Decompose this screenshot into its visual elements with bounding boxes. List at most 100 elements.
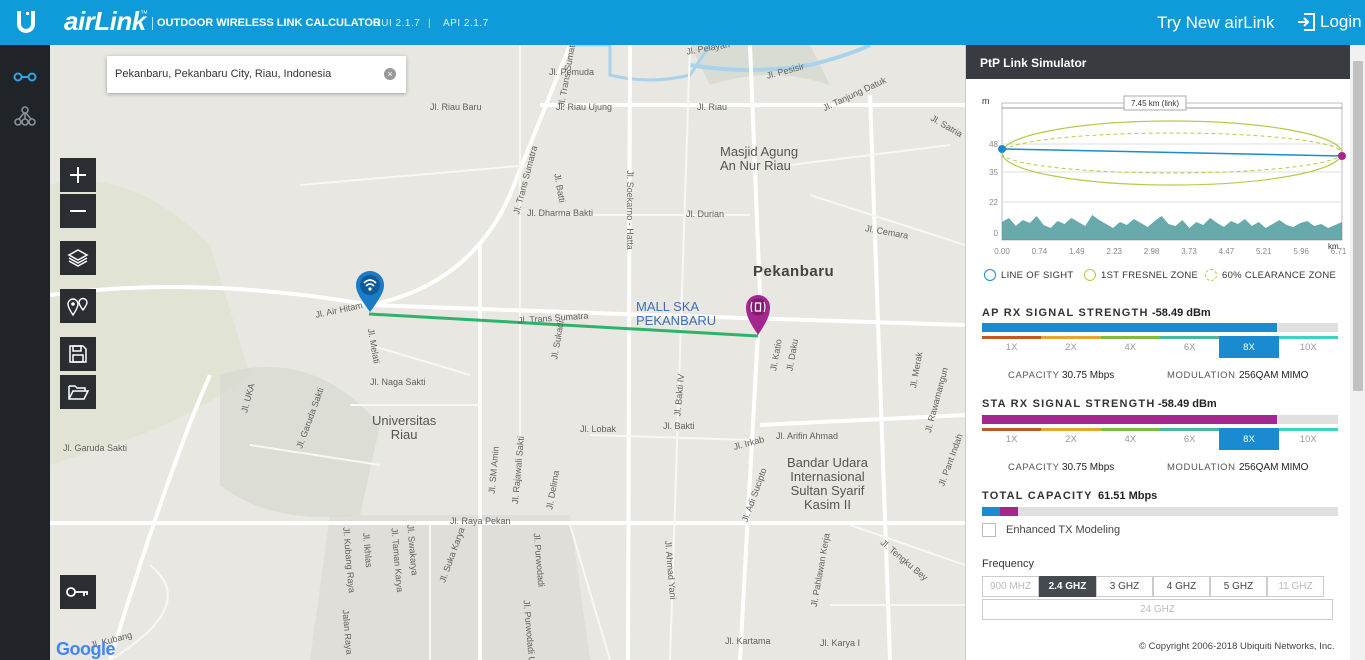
panel-scrollbar[interactable] — [1350, 45, 1365, 660]
total-ap-fill — [982, 507, 1000, 516]
mall-label: MALL SKA PEKANBARU — [636, 300, 716, 328]
rate-1x: 1X — [982, 336, 1042, 358]
enhanced-tx-label[interactable]: Enhanced TX Modeling — [1006, 524, 1121, 536]
zoom-in-button[interactable] — [60, 158, 96, 192]
sta-signal-bar — [982, 415, 1338, 424]
rate-6x: 6X — [1160, 336, 1220, 358]
rate-color-line — [1100, 336, 1160, 339]
sta-endpoint — [1338, 152, 1346, 160]
airport-label-text: Bandar Udara Internasional Sultan Syarif… — [787, 455, 868, 512]
frequency-option[interactable]: 24 GHZ — [982, 599, 1333, 620]
ap-marker-icon[interactable] — [355, 271, 385, 313]
login-button[interactable]: Login — [1296, 12, 1362, 32]
try-new-airlink-link[interactable]: Try New airLink — [1157, 13, 1275, 32]
layers-button[interactable] — [60, 241, 96, 275]
street-label: Jl. Riau Baru — [430, 102, 482, 112]
ap-signal-label: AP RX SIGNAL STRENGTH — [982, 307, 1149, 319]
ptmp-network-icon[interactable] — [13, 104, 37, 128]
rate-10x: 10X — [1278, 428, 1338, 450]
rate-color-line — [1219, 336, 1279, 339]
zoom-out-button[interactable] — [60, 194, 96, 228]
google-logo-text: Google — [56, 639, 116, 659]
clear-search-icon[interactable]: × — [384, 68, 396, 80]
rate-label: 4X — [1124, 434, 1137, 445]
google-logo: Google — [56, 639, 116, 660]
rate-color-line — [1278, 336, 1338, 339]
ap-signal-value: -58.49 dBm — [1152, 307, 1211, 319]
total-capacity-value: 61.51 Mbps — [1098, 490, 1158, 502]
scrollbar-thumb[interactable] — [1353, 61, 1363, 391]
layers-icon — [67, 249, 89, 267]
rate-label: 6X — [1183, 342, 1196, 353]
clearance-zone-icon — [1205, 269, 1217, 281]
rate-color-line — [1219, 428, 1279, 431]
open-button[interactable] — [60, 375, 96, 409]
street-label: Jl. Pemuda — [549, 67, 595, 77]
rate-label: 2X — [1065, 434, 1077, 445]
frequency-option[interactable]: 11 GHZ — [1267, 576, 1324, 597]
street-label: Jl. Dharma Bakti — [527, 208, 594, 218]
x-tick-label: 4.47 — [1219, 247, 1235, 256]
frequency-title: Frequency — [982, 558, 1034, 570]
rate-label: 8X — [1243, 342, 1255, 353]
rate-color-line — [1100, 428, 1160, 431]
open-folder-icon — [68, 385, 89, 400]
locations-button[interactable] — [60, 289, 96, 323]
sta-modulation-value: 256QAM MIMO — [1239, 462, 1309, 473]
y-tick-label: 35 — [989, 168, 998, 177]
masjid-label: Masjid Agung An Nur Riau — [720, 145, 798, 173]
sta-marker-icon[interactable] — [745, 294, 771, 336]
map-background — [50, 45, 965, 660]
sta-signal-value: -58.49 dBm — [1158, 398, 1217, 410]
search-value: Pekanbaru, Pekanbaru City, Riau, Indones… — [115, 68, 332, 80]
ap-rate-scale: 1X 2X 4X 6X 8X 10X — [982, 336, 1338, 358]
x-axis-unit: km — [1328, 242, 1339, 251]
sta-capacity-label: CAPACITY — [1008, 462, 1060, 473]
x-tick-label: 3.73 — [1181, 247, 1197, 256]
rate-color-line — [982, 336, 1042, 339]
street-label: Jl. Raya Pekan — [450, 516, 511, 526]
distance-label: 7.45 km (link) — [1131, 99, 1179, 108]
frequency-option[interactable]: 3 GHZ — [1096, 576, 1153, 597]
masjid-label-text: Masjid Agung An Nur Riau — [720, 144, 799, 173]
street-label: Jl. Naga Sakti — [370, 377, 426, 387]
line-of-sight — [1001, 148, 1343, 157]
login-label: Login — [1320, 12, 1362, 31]
street-label: Jl. Durian — [686, 209, 725, 219]
license-key-button[interactable] — [60, 575, 96, 609]
frequency-option[interactable]: 4 GHZ — [1153, 576, 1210, 597]
rate-8x: 8X — [1219, 336, 1279, 358]
brand-subtitle: OUTDOOR WIRELESS LINK CALCULATOR — [152, 17, 381, 30]
ubiquiti-logo-icon[interactable] — [14, 9, 38, 35]
zoom-in-icon — [70, 167, 86, 183]
university-label-text: Universitas Riau — [372, 413, 437, 442]
rate-color-line — [982, 428, 1042, 431]
rate-label: 2X — [1065, 342, 1077, 353]
enhanced-tx-checkbox[interactable] — [982, 523, 996, 537]
location-search-input[interactable]: Pekanbaru, Pekanbaru City, Riau, Indones… — [107, 56, 406, 93]
line-of-sight-icon — [984, 269, 996, 281]
distance-label-box — [1123, 95, 1187, 111]
save-button[interactable] — [60, 337, 96, 371]
x-tick-label: 2.23 — [1106, 247, 1122, 256]
frequency-option[interactable]: 5 GHZ — [1210, 576, 1267, 597]
x-tick-label: 0.74 — [1032, 247, 1048, 256]
sta-rate-scale: 1X 2X 4X 6X 8X 10X — [982, 428, 1338, 450]
map-view[interactable]: Pekanbaru, Pekanbaru City, Riau, Indones… — [50, 45, 965, 660]
key-icon — [66, 587, 88, 597]
x-tick-label: 0.00 — [994, 247, 1010, 256]
api-version: API 2.1.7 — [443, 18, 489, 29]
x-tick-label: 1.49 — [1069, 247, 1085, 256]
rate-color-line — [1041, 428, 1101, 431]
frequency-option[interactable]: 2.4 GHZ — [1039, 576, 1096, 597]
sta-signal-fill — [982, 415, 1278, 424]
y-tick-label: 0 — [994, 229, 999, 238]
brand-trademark: ™ — [140, 9, 148, 18]
rate-label: 1X — [1005, 342, 1018, 353]
ptp-link-icon[interactable] — [13, 65, 37, 89]
frequency-option[interactable]: 900 MHZ — [982, 576, 1039, 597]
rate-4x: 4X — [1100, 428, 1160, 450]
rate-color-line — [1278, 428, 1338, 431]
version-separator: | — [428, 18, 431, 29]
rate-6x: 6X — [1160, 428, 1220, 450]
